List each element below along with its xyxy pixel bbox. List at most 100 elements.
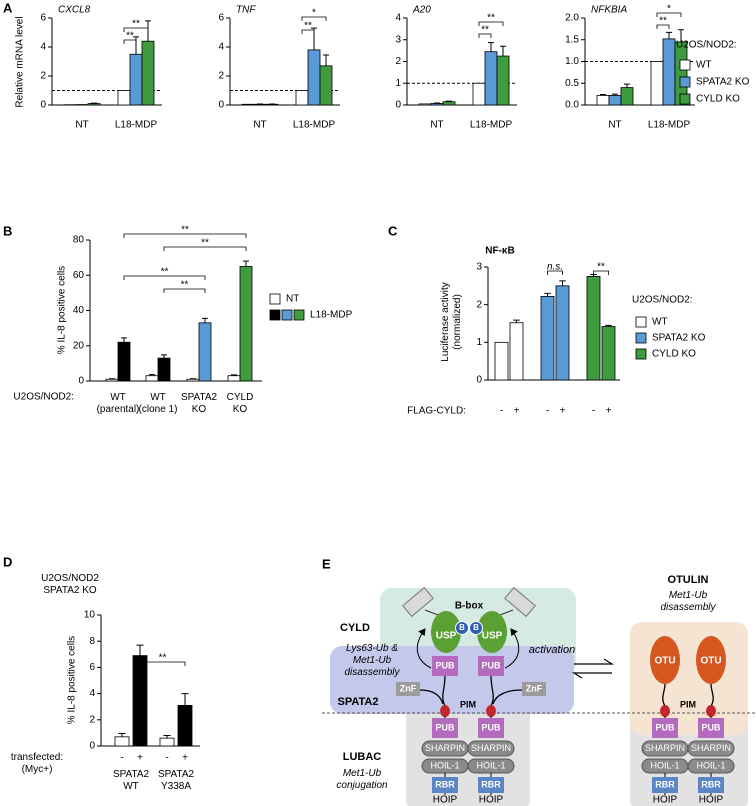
bar (129, 53, 143, 106)
bar (509, 322, 524, 381)
y-tick-label: 0 (40, 100, 46, 111)
linker (442, 675, 446, 707)
lubac-label: LUBAC (343, 751, 382, 763)
x-axis-label: U2OS/NOD2: (13, 392, 74, 403)
significance-label: * (667, 4, 671, 15)
sharpin-label: SHARPIN (691, 743, 731, 753)
significance-bracket (656, 12, 682, 17)
significance-label: ** (481, 25, 489, 36)
linker (710, 683, 714, 707)
ub-binding-domain (504, 586, 536, 618)
error-bar (544, 292, 551, 297)
hoip-label: HOIP (479, 795, 504, 806)
y-tick-label: 1.0 (565, 56, 579, 67)
legend-swatch (679, 93, 691, 105)
y-tick-label: 4 (395, 13, 401, 24)
x-tick-label: - (500, 406, 503, 417)
y-tick-label: 2 (218, 71, 224, 82)
y-tick-label: 0.5 (565, 78, 579, 89)
legend-swatch (635, 332, 647, 344)
bar (227, 375, 241, 382)
x-tick-label: - (165, 753, 168, 764)
error-bar (605, 324, 612, 327)
pub-domain (652, 718, 678, 738)
y-axis-label: Luciferase activity (normalized) (440, 282, 463, 362)
bar (114, 736, 130, 747)
x-tick-label: NT (430, 120, 443, 131)
sharpin-label: SHARPIN (471, 743, 511, 753)
activation-arrow (504, 628, 520, 669)
error-bar (149, 374, 155, 376)
error-bar (202, 317, 208, 323)
bar (540, 295, 555, 381)
bar (132, 655, 148, 747)
rbr-domain (698, 777, 724, 793)
panel-label: C (388, 223, 398, 238)
rbr-domain (478, 777, 504, 793)
rbr-label: RBR (481, 779, 501, 789)
pub-label: PUB (701, 722, 721, 732)
usp-label: USP (436, 631, 457, 642)
bar (117, 341, 131, 382)
pub-label: PUB (435, 660, 455, 670)
sharpin-label: SHARPIN (425, 743, 465, 753)
significance-label: ** (181, 225, 189, 236)
pub-label: PUB (481, 660, 501, 670)
ub-binding-domain (402, 586, 434, 618)
legend-swatch (269, 309, 281, 321)
otulin-note: Met1-Ub disassembly (660, 590, 716, 613)
bar (662, 38, 676, 106)
significance-bracket (656, 24, 670, 29)
legend-swatch (635, 348, 647, 360)
legend-swatch (679, 76, 691, 88)
activation-arrow (416, 628, 432, 669)
y-tick-label: 2 (476, 299, 482, 310)
bar (608, 95, 622, 106)
rbr-domain (432, 777, 458, 793)
x-tick-label: NT (75, 120, 88, 131)
linker (490, 675, 494, 707)
x-tick-label: SPATA2 KO (180, 392, 218, 415)
otu-label: OTU (654, 656, 675, 667)
legend-swatch (281, 309, 293, 321)
spata2-label: SPATA2 (338, 696, 379, 708)
bar (418, 103, 432, 106)
significance-label: ** (304, 21, 312, 32)
bar (586, 276, 601, 381)
chart-title: NF-κB (485, 246, 514, 257)
y-tick-label: 0 (89, 741, 95, 752)
x-tick-label: + (514, 406, 520, 417)
x-axis-label: FLAG-CYLD: (407, 406, 466, 417)
pim-motif (440, 705, 450, 717)
b-box-domain (469, 621, 483, 635)
hoip-label: HOIP (433, 795, 458, 806)
rbr-label: RBR (701, 779, 721, 789)
group-label: SPATA2 WT (112, 769, 150, 792)
significance-label: ** (132, 19, 140, 30)
error-bar (181, 693, 189, 706)
cyld-note: Lys63-Ub & Met1-Ub disassembly (344, 643, 400, 678)
legend-title: U2OS/NOD2: (676, 40, 737, 51)
y-tick-label: 2 (40, 71, 46, 82)
y-tick-label: 2.0 (565, 13, 579, 24)
otu-domain (696, 636, 726, 684)
hoil-label: HOIL-1 (430, 760, 459, 770)
significance-bracket (123, 233, 247, 238)
panel-label: A (3, 0, 13, 15)
y-tick-label: 80 (73, 235, 85, 246)
error-bar (190, 378, 196, 380)
significance-label: ** (161, 267, 169, 278)
significance-bracket (123, 39, 137, 44)
bar (239, 266, 253, 382)
significance-bracket (123, 27, 149, 32)
pim-label: PIM (460, 699, 476, 709)
x-tick-label: NT (253, 120, 266, 131)
legend-title: U2OS/NOD2: (632, 295, 693, 306)
significance-bracket (163, 246, 247, 251)
x-tick-label: - (120, 753, 123, 764)
linker (492, 689, 523, 705)
usp-domain (431, 611, 461, 653)
legend-label: CYLD KO (696, 94, 740, 105)
bar (555, 285, 570, 381)
